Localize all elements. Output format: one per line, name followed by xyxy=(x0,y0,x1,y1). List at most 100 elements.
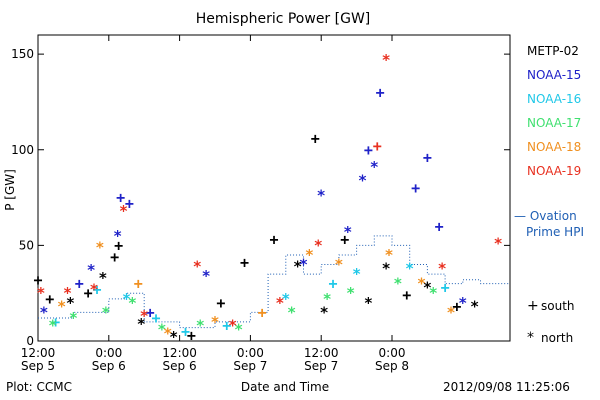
data-point: * xyxy=(140,307,149,325)
data-point: * xyxy=(39,303,48,321)
data-point: * xyxy=(323,290,332,308)
x-axis-label: Date and Time xyxy=(241,380,329,394)
footer-timestamp: 2012/09/08 11:25:06 xyxy=(443,380,570,394)
data-point: + xyxy=(92,280,101,298)
data-point: + xyxy=(411,179,420,197)
data-point: * xyxy=(317,187,326,205)
marker-legend: + south * north xyxy=(527,298,575,346)
y-axis-label: P [GW] xyxy=(3,169,17,211)
data-point: * xyxy=(163,324,172,342)
data-point: * xyxy=(48,317,57,335)
data-point: * xyxy=(101,303,110,321)
data-point: * xyxy=(90,280,99,298)
south-marker-label: south xyxy=(541,299,575,313)
data-point: + xyxy=(45,290,54,308)
data-point: * xyxy=(299,256,308,274)
data-point: * xyxy=(57,298,66,316)
data-point: * xyxy=(119,202,128,220)
data-point: * xyxy=(385,246,394,264)
data-points: ++ *+*++** ++++*+*+**+ *+ **+**+ ++*****+*+++… xyxy=(33,51,502,346)
data-point: * xyxy=(281,290,290,308)
data-point: + xyxy=(402,286,411,304)
data-point: + xyxy=(423,148,432,166)
data-point: * xyxy=(352,265,361,283)
data-point: + xyxy=(240,254,249,272)
x-tick-time-label: 0:00 xyxy=(379,346,406,360)
data-point: * xyxy=(287,303,296,321)
legend: METP-02 NOAA-15 NOAA-16 NOAA-17 NOAA-18 NOAA-… xyxy=(514,44,584,239)
footer-plot-credit: Plot: CCMC xyxy=(6,380,72,394)
y-axis-ticks: 0 50 100 150 xyxy=(11,47,510,348)
data-point: + xyxy=(181,322,190,340)
x-tick-time-label: 12:00 xyxy=(304,346,339,360)
y-tick-label: 0 xyxy=(26,334,34,348)
data-point: * xyxy=(210,313,219,331)
x-tick-date-label: Sep 5 xyxy=(21,359,55,373)
data-point: * xyxy=(364,294,373,312)
chart-title: Hemispheric Power [GW] xyxy=(196,11,371,27)
data-point: + xyxy=(51,313,60,331)
y-tick-label: 100 xyxy=(11,143,34,157)
data-point: * xyxy=(36,284,45,302)
north-marker-label: north xyxy=(541,331,573,345)
data-point: * xyxy=(234,321,243,339)
data-point: * xyxy=(228,317,237,335)
data-point: * xyxy=(193,257,202,275)
data-point: + xyxy=(110,248,119,266)
data-point: * xyxy=(417,275,426,293)
data-point: * xyxy=(157,321,166,339)
data-point: * xyxy=(494,234,503,252)
data-point: * xyxy=(275,294,284,312)
data-point: * xyxy=(122,290,131,308)
data-point: + xyxy=(116,189,125,207)
data-point: * xyxy=(113,227,122,245)
legend-entry: NOAA-19 xyxy=(527,164,581,178)
data-point: + xyxy=(187,326,196,344)
data-point: * xyxy=(169,328,178,346)
data-point: + xyxy=(216,294,225,312)
data-point: * xyxy=(305,246,314,264)
x-tick-date-label: Sep 7 xyxy=(233,359,267,373)
data-point: + xyxy=(114,236,123,254)
legend-entry: NOAA-17 xyxy=(527,116,581,130)
data-point: * xyxy=(87,261,96,279)
data-point: + xyxy=(269,231,278,249)
data-point: * xyxy=(470,298,479,316)
data-point: * xyxy=(438,259,447,277)
data-point: * xyxy=(63,284,72,302)
data-point: * xyxy=(95,238,104,256)
x-tick-time-label: 12:00 xyxy=(21,346,56,360)
legend-entry: NOAA-15 xyxy=(527,68,581,82)
data-point: * xyxy=(423,278,432,296)
legend-entry-ovation: — Ovation xyxy=(514,209,577,223)
data-point: + xyxy=(311,129,320,147)
data-point: + xyxy=(33,271,42,289)
y-tick-label: 150 xyxy=(11,47,34,61)
legend-entry: METP-02 xyxy=(527,44,579,58)
data-point: * xyxy=(446,303,455,321)
plot-frame xyxy=(37,34,511,342)
x-tick-time-label: 0:00 xyxy=(95,346,122,360)
data-point: + xyxy=(146,303,155,321)
data-point: + xyxy=(134,275,143,293)
data-point: * xyxy=(370,158,379,176)
data-point: + xyxy=(435,217,444,235)
data-point: + xyxy=(328,275,337,293)
data-point: * xyxy=(69,309,78,327)
x-tick-date-label: Sep 8 xyxy=(375,359,409,373)
data-point: * xyxy=(358,171,367,189)
data-point: * xyxy=(128,294,137,312)
data-point: * xyxy=(343,223,352,241)
y-tick-label: 50 xyxy=(19,238,34,252)
data-point: + xyxy=(151,309,160,327)
data-point: * xyxy=(382,259,391,277)
data-point: * xyxy=(202,267,211,285)
data-point: + xyxy=(340,231,349,249)
data-point: + xyxy=(75,275,84,293)
x-tick-date-label: Sep 6 xyxy=(92,359,126,373)
data-point: * xyxy=(320,303,329,321)
data-point: * xyxy=(137,315,146,333)
data-point: + xyxy=(364,141,373,159)
legend-entry-ovation: Prime HPI xyxy=(526,225,584,239)
